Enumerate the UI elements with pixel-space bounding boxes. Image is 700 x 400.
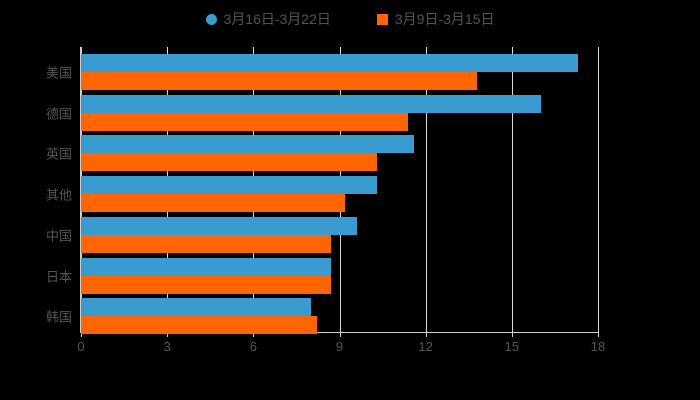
legend-circle-marker-icon bbox=[205, 13, 217, 25]
x-axis-tick-label: 0 bbox=[77, 339, 85, 354]
y-axis-label-日本: 日本 bbox=[45, 269, 72, 285]
bar-德国-series-0[interactable] bbox=[81, 94, 541, 113]
x-axis-tick-label: 18 bbox=[590, 339, 606, 354]
y-axis-category-labels: 美国德国英国其他中国日本韩国 bbox=[0, 47, 72, 332]
x-axis-tick-label: 6 bbox=[249, 339, 257, 354]
x-axis-tick-label: 15 bbox=[504, 339, 520, 354]
legend-label-series-0: 3月16日-3月22日 bbox=[223, 11, 331, 27]
x-axis-tick bbox=[511, 332, 513, 337]
legend-square-marker-icon bbox=[376, 13, 388, 25]
x-axis-tick bbox=[81, 332, 82, 337]
x-axis-tick-label: 12 bbox=[418, 339, 433, 354]
bar-其他-series-0[interactable] bbox=[81, 176, 377, 195]
y-axis-label-英国: 英国 bbox=[45, 146, 72, 162]
bar-美国-series-1[interactable] bbox=[81, 72, 478, 90]
legend-label-series-1: 3月9日-3月15日 bbox=[394, 11, 495, 27]
bar-其他-series-1[interactable] bbox=[81, 194, 346, 213]
legend-item-series-1[interactable]: 3月9日-3月15日 bbox=[376, 11, 495, 27]
x-axis-tick bbox=[253, 332, 255, 337]
x-gridline bbox=[511, 47, 513, 332]
x-gridline bbox=[425, 47, 427, 332]
chart-legend: 3月16日-3月22日 3月9日-3月15日 bbox=[0, 6, 700, 32]
bar-韩国-series-1[interactable] bbox=[81, 316, 317, 335]
bar-日本-series-0[interactable] bbox=[81, 257, 331, 276]
x-axis-tick-label: 3 bbox=[163, 339, 171, 354]
y-axis-label-其他: 其他 bbox=[45, 187, 72, 203]
y-axis-label-德国: 德国 bbox=[45, 106, 72, 122]
bar-英国-series-1[interactable] bbox=[81, 153, 377, 172]
legend-item-series-0[interactable]: 3月16日-3月22日 bbox=[205, 11, 331, 27]
x-gridline bbox=[598, 47, 599, 332]
plot-area: 0 3 6 9 12 15 18 bbox=[77, 47, 605, 354]
bar-德国-series-1[interactable] bbox=[81, 112, 409, 131]
x-axis-tick bbox=[339, 332, 341, 337]
y-axis-label-美国: 美国 bbox=[45, 65, 72, 81]
x-axis-tick bbox=[425, 332, 427, 337]
bar-日本-series-1[interactable] bbox=[81, 275, 331, 294]
bar-中国-series-1[interactable] bbox=[81, 234, 331, 253]
x-axis-tick-label: 9 bbox=[335, 339, 344, 354]
bar-美国-series-0[interactable] bbox=[81, 54, 578, 72]
bar-英国-series-0[interactable] bbox=[81, 135, 415, 154]
bar-韩国-series-0[interactable] bbox=[81, 298, 311, 317]
y-axis-label-韩国: 韩国 bbox=[45, 309, 72, 325]
bar-中国-series-0[interactable] bbox=[81, 216, 357, 235]
x-axis-tick bbox=[598, 332, 599, 337]
y-axis-label-中国: 中国 bbox=[45, 228, 72, 244]
x-axis-tick bbox=[167, 332, 169, 337]
